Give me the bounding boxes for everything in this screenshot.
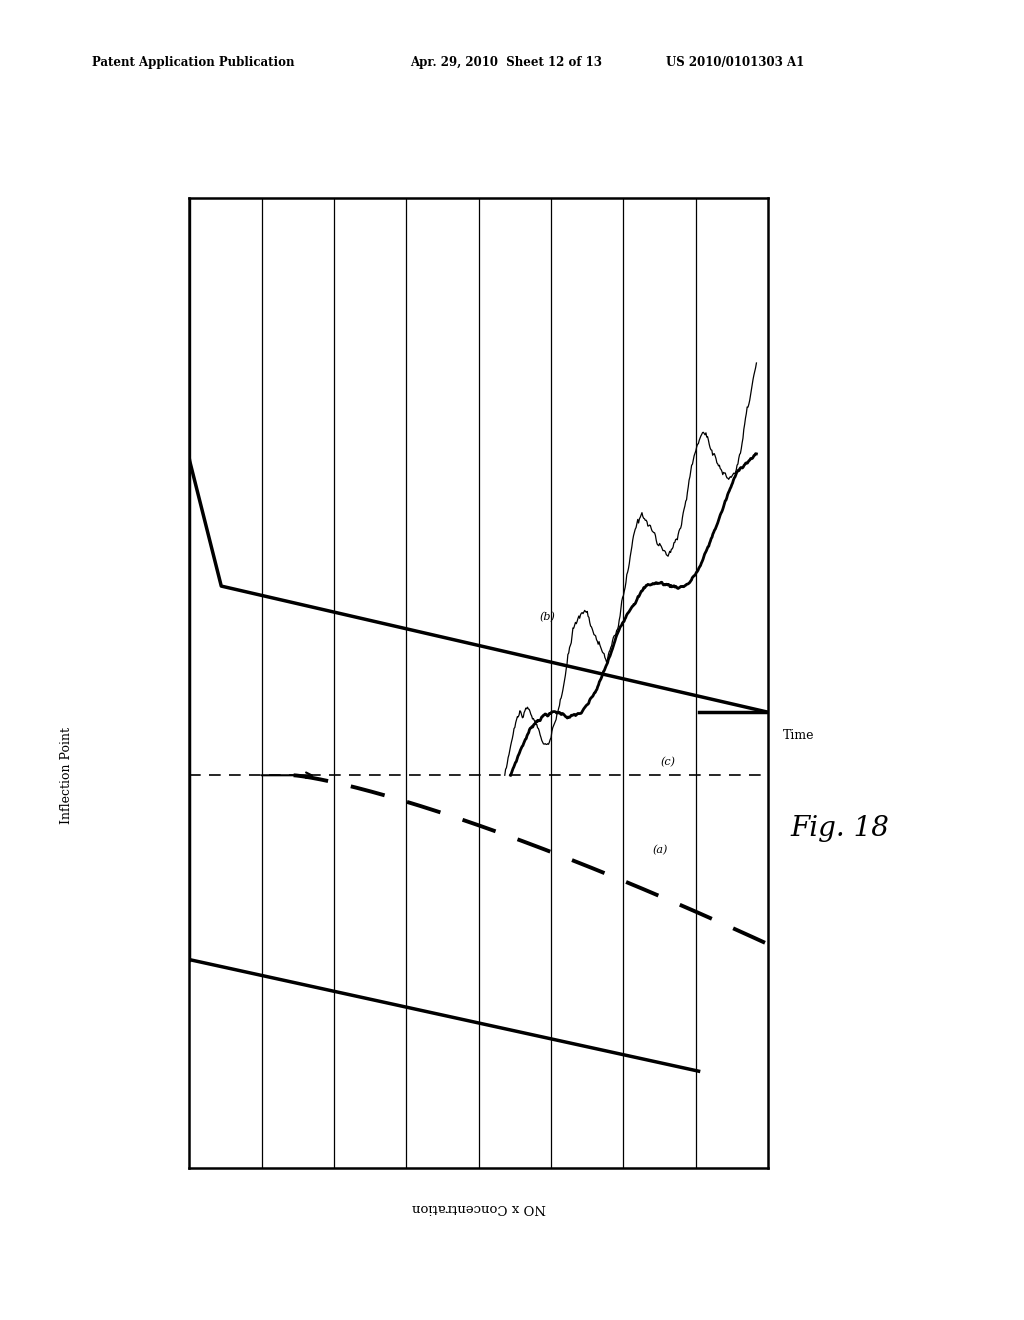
Text: (b): (b) (540, 611, 555, 622)
Text: Time: Time (783, 729, 815, 742)
Text: (c): (c) (660, 758, 676, 767)
Text: Fig. 18: Fig. 18 (791, 814, 889, 842)
Text: NO x Concentration: NO x Concentration (412, 1201, 546, 1214)
Text: Apr. 29, 2010  Sheet 12 of 13: Apr. 29, 2010 Sheet 12 of 13 (410, 55, 602, 69)
Text: US 2010/0101303 A1: US 2010/0101303 A1 (666, 55, 804, 69)
Text: (a): (a) (652, 845, 668, 855)
Text: Inflection Point: Inflection Point (60, 727, 73, 824)
Text: Patent Application Publication: Patent Application Publication (92, 55, 295, 69)
